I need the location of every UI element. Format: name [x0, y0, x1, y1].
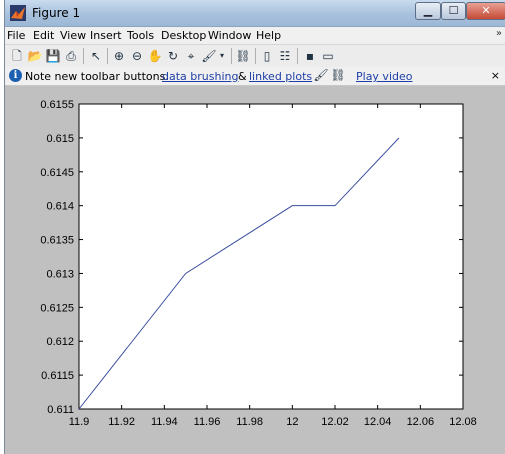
hide-plot-tools-icon[interactable]: ▪	[305, 49, 315, 63]
link-icon[interactable]: ⛓	[235, 49, 251, 63]
close-button[interactable]: ✕	[466, 2, 505, 20]
colorbar-icon[interactable]: ▯	[263, 49, 271, 63]
x-tick-label: 11.94	[151, 416, 178, 428]
x-tick-label: 11.98	[236, 416, 263, 428]
show-plot-tools-icon[interactable]: ▭	[322, 49, 334, 63]
new-figure-icon[interactable]: 🗋	[12, 49, 22, 63]
close-icon: ✕	[481, 4, 491, 17]
menu-window[interactable]: Window	[208, 29, 252, 42]
brush-icon: 🖌	[313, 68, 329, 82]
info-icon: i	[9, 69, 22, 82]
menu-tools[interactable]: Tools	[127, 29, 155, 42]
pointer-icon[interactable]: ↖	[90, 49, 102, 63]
toolbar-separator	[107, 48, 108, 64]
menu-desktop[interactable]: Desktop	[161, 29, 207, 42]
figure-window: Figure 1 ▁ ☐ ✕ File Edit View Insert Too…	[4, 0, 505, 454]
menu-overflow-icon[interactable]: »	[495, 28, 502, 39]
play-video-link[interactable]: Play video	[356, 70, 413, 83]
x-tick-label: 11.9	[69, 416, 90, 428]
minimize-button[interactable]: ▁	[415, 2, 441, 20]
print-icon[interactable]: ⎙	[66, 49, 76, 63]
title-bar[interactable]: Figure 1 ▁ ☐ ✕	[5, 0, 505, 27]
x-tick-label: 11.92	[108, 416, 135, 428]
toolbar-separator	[255, 48, 256, 64]
maximize-button[interactable]: ☐	[441, 2, 466, 20]
info-note: Note new toolbar buttons:	[25, 70, 170, 83]
open-file-icon[interactable]: 📂	[27, 49, 43, 63]
y-tick-label: 0.614	[46, 201, 74, 213]
minimize-icon: ▁	[423, 4, 433, 17]
toolbar-separator	[83, 48, 84, 64]
pan-icon[interactable]: ✋	[147, 49, 163, 63]
save-icon[interactable]: 💾	[45, 49, 61, 63]
menu-insert[interactable]: Insert	[90, 29, 122, 42]
x-tick-label: 12	[286, 416, 298, 428]
x-tick-label: 12.08	[449, 416, 477, 428]
brush-icon[interactable]: 🖌	[201, 49, 217, 63]
x-tick-label: 11.96	[194, 416, 221, 428]
menu-edit[interactable]: Edit	[33, 29, 55, 42]
y-tick-label: 0.6145	[40, 167, 74, 179]
y-tick-label: 0.615	[46, 133, 74, 145]
toolbar-separator	[297, 48, 298, 64]
y-tick-label: 0.612	[46, 336, 74, 348]
x-tick-label: 12.04	[364, 416, 392, 428]
brush-dropdown-icon[interactable]: ▾	[219, 51, 224, 60]
menu-view[interactable]: View	[60, 29, 87, 42]
data-cursor-icon[interactable]: ⌖	[187, 49, 195, 63]
axes-background	[78, 103, 464, 410]
matlab-logo-icon	[10, 5, 26, 21]
info-ampersand: &	[238, 70, 247, 83]
y-axis: 0.611 0.6115 0.612 0.6125 0.613 0.6135 0.614 0.…	[40, 99, 463, 416]
x-tick-label: 12.06	[407, 416, 435, 428]
data-brushing-link[interactable]: data brushing	[162, 70, 239, 83]
figure-toolbar: 🗋 📂 💾 ⎙ ↖ ⊕ ⊖ ✋ ↻ ⌖ 🖌 ▾ ⛓ ▯ ☷ ▪ ▭	[5, 44, 505, 67]
toolbar-separator	[231, 48, 232, 64]
window-title: Figure 1	[32, 6, 81, 20]
linked-plots-link[interactable]: linked plots	[249, 70, 313, 83]
x-axis: 11.9 11.92 11.94 11.96 11.98 12 12.02 12.04 12.0…	[69, 104, 477, 428]
zoom-out-icon[interactable]: ⊖	[131, 49, 143, 63]
y-tick-label: 0.611	[47, 404, 74, 416]
link-icon: ⛓	[330, 68, 346, 82]
info-bar: i Note new toolbar buttons: data brushin…	[5, 67, 505, 86]
data-series-line	[78, 137, 400, 410]
rotate-icon[interactable]: ↻	[167, 49, 179, 63]
info-close-icon[interactable]: ×	[490, 69, 500, 82]
x-tick-label: 12.02	[321, 416, 349, 428]
maximize-icon: ☐	[448, 4, 459, 17]
y-tick-label: 0.6125	[40, 302, 74, 314]
plot-canvas[interactable]: 11.9 11.92 11.94 11.96 11.98 12 12.02 12.04 12.0…	[5, 0, 505, 454]
menu-file[interactable]: File	[7, 29, 26, 42]
menu-bar: File Edit View Insert Tools Desktop Wind…	[5, 27, 505, 44]
menu-help[interactable]: Help	[256, 29, 282, 42]
y-tick-label: 0.6155	[40, 99, 74, 111]
y-tick-label: 0.6115	[41, 370, 74, 382]
y-tick-label: 0.6135	[40, 235, 74, 247]
legend-icon[interactable]: ☷	[279, 49, 291, 63]
zoom-in-icon[interactable]: ⊕	[113, 49, 125, 63]
y-tick-label: 0.613	[46, 268, 74, 280]
